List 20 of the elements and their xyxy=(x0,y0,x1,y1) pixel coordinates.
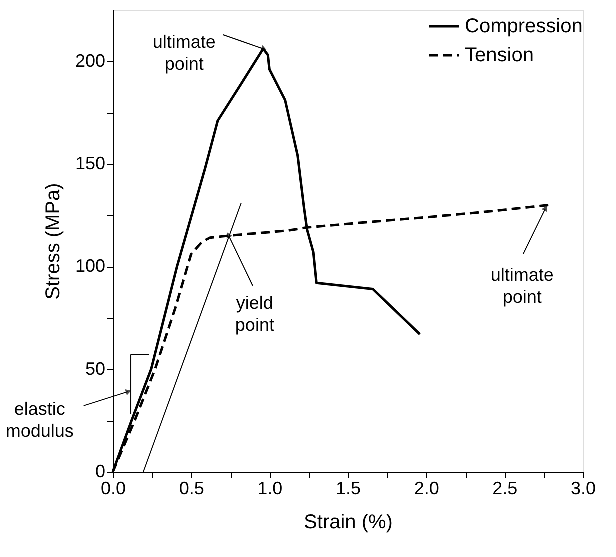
x-axis-title: Strain (%) xyxy=(304,512,393,534)
x-tick-label: 0.5 xyxy=(179,478,204,498)
annotation: elastic modulus xyxy=(6,398,74,441)
y-tick-label: 150 xyxy=(75,154,106,174)
legend-label: Tension xyxy=(465,44,534,66)
x-tick-label: 2.5 xyxy=(492,478,518,498)
x-tick-label: 1.5 xyxy=(336,478,362,498)
x-tick-label: 0.0 xyxy=(100,478,126,498)
annotation: ultimate point xyxy=(152,32,216,74)
x-tick-label: 3.0 xyxy=(570,478,596,498)
y-tick-label: 100 xyxy=(75,256,106,276)
y-tick-label: 200 xyxy=(75,50,106,71)
legend-label: Compression xyxy=(465,16,583,38)
x-tick-label: 2.0 xyxy=(414,478,440,498)
y-axis-title: Stress (MPa) xyxy=(42,183,64,300)
annotation: yield point xyxy=(235,292,274,335)
y-tick-label: 50 xyxy=(85,358,106,379)
y-tick-label: 0 xyxy=(95,462,106,482)
x-tick-label: 1.0 xyxy=(258,478,283,498)
annotation: ultimate point xyxy=(490,265,554,308)
